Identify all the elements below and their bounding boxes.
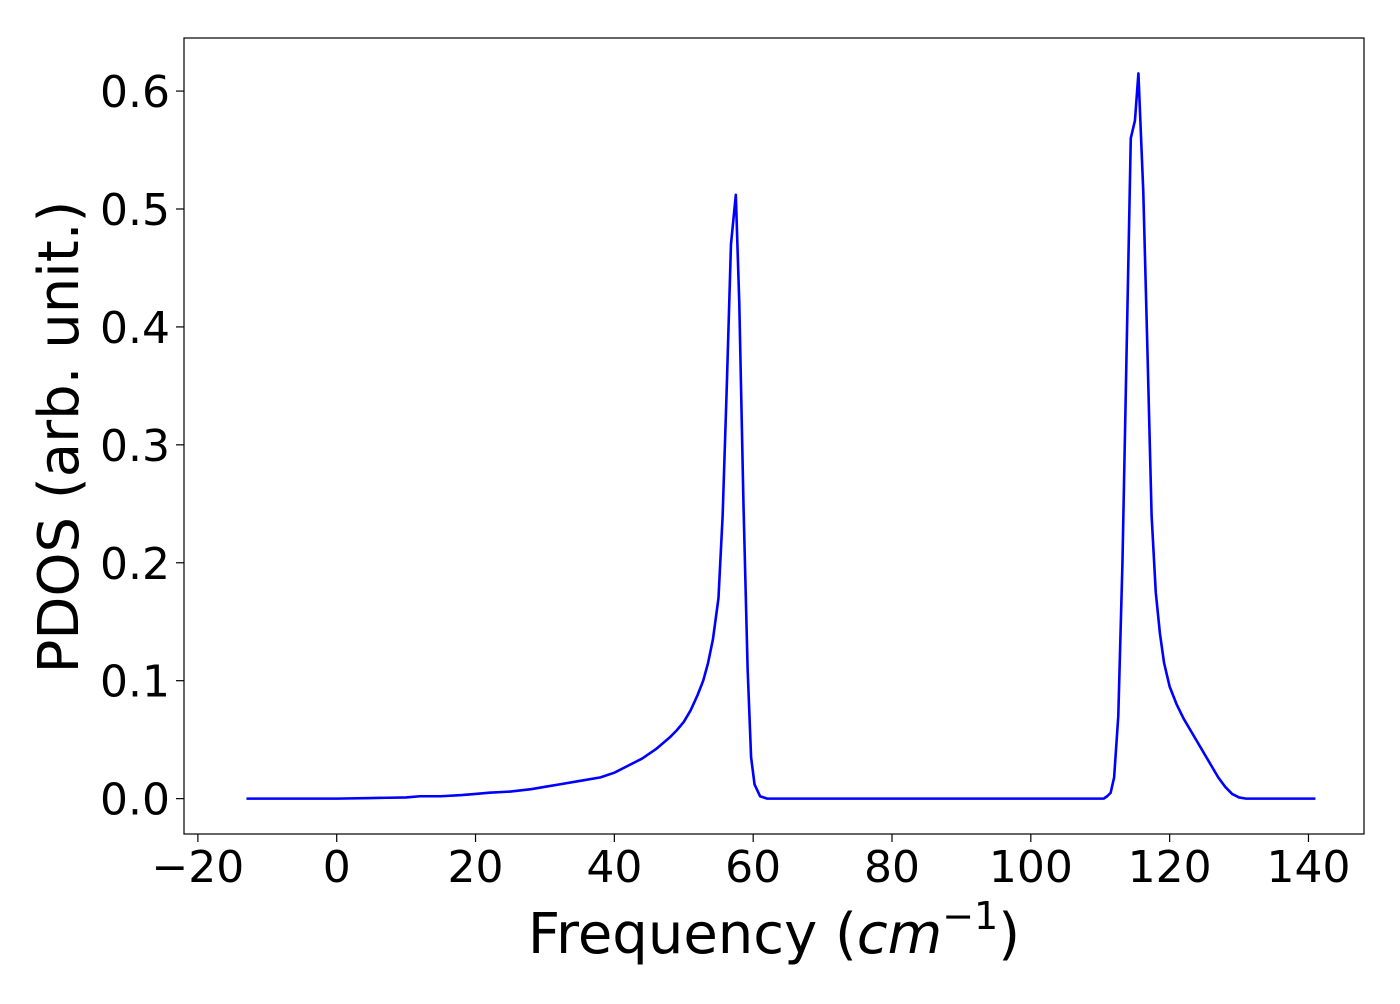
y-tick-label: 0.0 <box>100 775 170 826</box>
y-tick-label: 0.5 <box>100 185 170 236</box>
series-line-1 <box>246 72 1316 800</box>
y-tick-label: 0.6 <box>100 67 170 118</box>
x-axis-label-text: Frequency ( <box>528 902 857 967</box>
x-tick-label: 40 <box>586 842 642 893</box>
plot-frame <box>183 37 1365 835</box>
x-tick-label: −20 <box>151 842 244 893</box>
y-tick-label: 0.3 <box>100 421 170 472</box>
plot-area <box>183 37 1365 835</box>
y-tick-label: 0.4 <box>100 303 170 354</box>
y-axis-ticks: 0.0 0.1 0.2 0.3 0.4 0.5 0.6 <box>100 67 184 826</box>
y-tick-label: 0.1 <box>100 657 170 708</box>
y-axis-label: PDOS (arb. unit.) <box>27 201 92 674</box>
x-axis-label-close: ) <box>998 902 1020 967</box>
x-tick-label: 60 <box>725 842 781 893</box>
y-tick-label: 0.2 <box>100 539 170 590</box>
x-tick-label: 80 <box>864 842 920 893</box>
x-axis-label-unit-base: cm <box>857 902 942 967</box>
x-tick-label: 20 <box>448 842 504 893</box>
x-tick-label: 0 <box>323 842 351 893</box>
x-axis-label: Frequency (cm−1) <box>528 894 1020 967</box>
x-axis-ticks: −20 0 20 40 60 80 100 120 140 <box>151 834 1350 893</box>
x-tick-label: 140 <box>1266 842 1350 893</box>
x-tick-label: 100 <box>989 842 1073 893</box>
x-axis-label-unit-exp: −1 <box>942 894 998 938</box>
x-tick-label: 120 <box>1128 842 1212 893</box>
